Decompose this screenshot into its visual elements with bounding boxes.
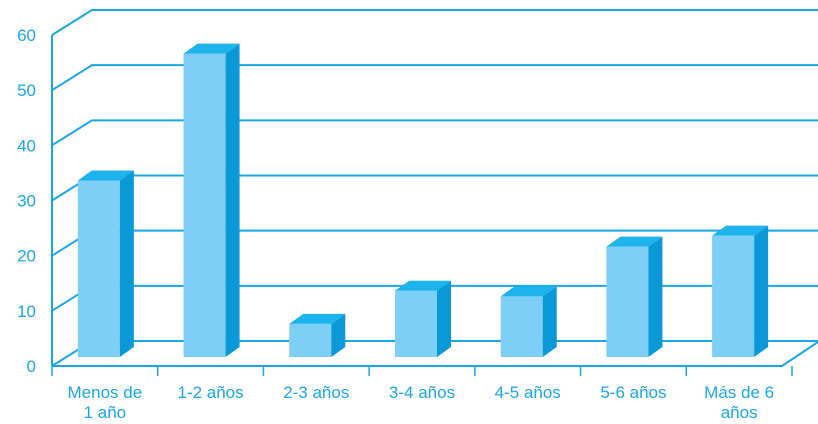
- gridline: [51, 229, 818, 257]
- x-tick-label: 4-5 años: [495, 383, 561, 402]
- floor-edge: [52, 341, 818, 367]
- x-tick-label-line: 3-4 años: [389, 383, 455, 402]
- x-tick-label: 5-6 años: [600, 383, 666, 402]
- bar: [395, 280, 451, 357]
- bar-side: [754, 225, 769, 357]
- x-tick-label: 3-4 años: [389, 383, 455, 402]
- gridline: [51, 119, 818, 147]
- category-labels: Menos de 1 año 1-2 años 2-3 años 3-4 años 4-5…: [68, 383, 775, 422]
- bar-top: [77, 170, 134, 181]
- x-tick-label-line: Más de 6: [704, 383, 774, 402]
- bar-front: [712, 235, 755, 357]
- bar-front: [395, 290, 437, 357]
- bar-front: [77, 180, 120, 357]
- bar-side: [542, 286, 557, 357]
- y-tick-label: 40: [17, 136, 36, 155]
- x-tick-label: 1-2 años: [177, 383, 243, 402]
- bar-top: [289, 313, 346, 324]
- bar-front: [183, 53, 226, 357]
- bar: [606, 236, 663, 357]
- bar-side: [437, 280, 451, 357]
- x-tick-label: 2-3 años: [283, 383, 349, 402]
- x-tick-label-line: 2-3 años: [283, 383, 349, 402]
- bar: [183, 43, 240, 357]
- bars: [77, 43, 769, 357]
- bar: [712, 225, 769, 357]
- bar-side: [225, 43, 240, 357]
- bar-front: [606, 246, 649, 357]
- x-tick-label: Más de 6 años: [704, 383, 774, 422]
- gridline: [51, 174, 818, 202]
- y-tick-label: 20: [17, 247, 36, 266]
- bar-side: [331, 313, 346, 357]
- gridline: [51, 64, 818, 92]
- bar-side: [119, 170, 134, 357]
- gridline: [51, 9, 818, 36]
- bar-front: [289, 323, 332, 357]
- x-tick-label-line: 1 año: [84, 403, 127, 422]
- y-tick-label: 30: [17, 192, 36, 211]
- x-tick-label-line: 4-5 años: [495, 383, 561, 402]
- bar-top: [500, 286, 557, 297]
- x-tick-label-line: 5-6 años: [600, 383, 666, 402]
- x-tick-label: Menos de 1 año: [68, 383, 143, 422]
- x-tick-label-line: 1-2 años: [177, 383, 243, 402]
- bar-top: [606, 236, 663, 247]
- bar-top: [395, 280, 451, 291]
- y-tick-label: 0: [27, 357, 36, 376]
- bar-front: [500, 296, 543, 357]
- bar-side: [648, 236, 663, 357]
- y-tick-label: 60: [17, 26, 36, 45]
- bar: [289, 313, 346, 357]
- bar: [77, 170, 134, 357]
- x-tick-label-line: Menos de: [68, 383, 143, 402]
- bar-top: [712, 225, 769, 236]
- bar: [500, 286, 557, 357]
- y-tick-label: 10: [17, 302, 36, 321]
- bar-top: [183, 43, 240, 54]
- y-tick-label: 50: [17, 81, 36, 100]
- x-tick-label-line: años: [721, 403, 758, 422]
- category-separators: [51, 366, 793, 376]
